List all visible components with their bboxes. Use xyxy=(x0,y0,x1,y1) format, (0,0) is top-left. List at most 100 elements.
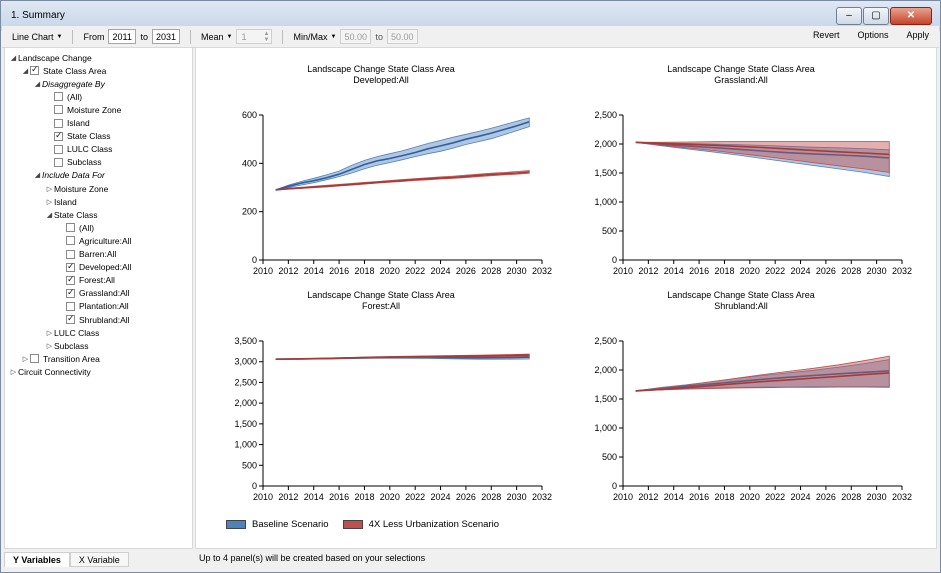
tree-item[interactable]: Grassland:All xyxy=(57,287,130,300)
to-year-input[interactable]: 2031 xyxy=(152,29,180,44)
tree-checkbox[interactable] xyxy=(54,157,63,167)
tree-item[interactable]: ◢ Disaggregate By xyxy=(33,77,105,90)
tree-item[interactable]: ◢ Landscape Change xyxy=(9,51,92,64)
collapsed-arrow-icon[interactable]: ▷ xyxy=(46,198,53,206)
tree-item[interactable]: Moisture Zone xyxy=(45,103,121,116)
to-label: to xyxy=(140,31,148,42)
options-button[interactable]: Options xyxy=(857,30,889,40)
from-year-input[interactable]: 2011 xyxy=(108,29,137,44)
collapsed-arrow-icon[interactable]: ▷ xyxy=(46,185,53,193)
statistic-label: Mean xyxy=(201,31,224,42)
tree-item[interactable]: Forest:All xyxy=(57,274,115,287)
collapsed-arrow-icon[interactable]: ▷ xyxy=(46,342,53,350)
tree-item-label: Circuit Connectivity xyxy=(18,366,91,377)
tree-item[interactable]: Island xyxy=(45,117,90,130)
tree-checkbox[interactable] xyxy=(66,301,75,311)
tree-checkbox[interactable] xyxy=(30,354,39,364)
tree-item[interactable]: ▷ Circuit Connectivity xyxy=(9,365,91,378)
chart-subtitle: Forest:All xyxy=(361,301,400,311)
apply-button[interactable]: Apply xyxy=(906,30,929,40)
tree-item[interactable]: Agriculture:All xyxy=(57,234,131,247)
collapsed-arrow-icon[interactable]: ▷ xyxy=(46,329,53,337)
expanded-arrow-icon[interactable]: ◢ xyxy=(34,172,41,180)
tree-item[interactable]: ◢ State Class Area xyxy=(21,64,107,77)
x-tick-label: 2016 xyxy=(689,266,709,276)
tree-checkbox[interactable] xyxy=(66,287,75,298)
tree-checkbox[interactable] xyxy=(54,144,63,154)
tree-item-label: Include Data For xyxy=(42,170,105,181)
x-tick-label: 2032 xyxy=(892,492,912,502)
tree-checkbox[interactable] xyxy=(54,130,63,141)
x-tick-label: 2030 xyxy=(867,492,887,502)
x-tick-label: 2024 xyxy=(431,492,451,502)
minmax-dropdown[interactable]: Min/Max ▼ xyxy=(293,32,336,42)
tree-item[interactable]: (All) xyxy=(57,221,94,234)
expanded-arrow-icon[interactable]: ◢ xyxy=(46,211,53,219)
collapsed-arrow-icon[interactable]: ▷ xyxy=(22,355,29,363)
tree-checkbox[interactable] xyxy=(66,313,75,324)
expanded-arrow-icon[interactable]: ◢ xyxy=(22,67,29,75)
tree-item[interactable]: ▷ Moisture Zone xyxy=(45,182,109,195)
x-tick-label: 2032 xyxy=(532,266,552,276)
x-tick-label: 2012 xyxy=(278,492,298,502)
tree-item[interactable]: Shrubland:All xyxy=(57,313,130,326)
tree-item[interactable]: ▷ Transition Area xyxy=(21,352,100,365)
tab-x-variable[interactable]: X Variable xyxy=(69,552,129,567)
x-tick-label: 2022 xyxy=(405,266,425,276)
x-tick-label: 2020 xyxy=(380,266,400,276)
maximize-button[interactable]: ▢ xyxy=(863,7,889,25)
tree-checkbox[interactable] xyxy=(66,274,75,285)
tree-item-label: Forest:All xyxy=(79,275,115,286)
variable-tabs: Y Variables X Variable xyxy=(4,550,193,567)
x-tick-label: 2010 xyxy=(613,492,633,502)
tree-checkbox[interactable] xyxy=(66,261,75,272)
chart-title: Landscape Change State Class Area xyxy=(667,64,815,74)
tree-item[interactable]: ▷ Island xyxy=(45,195,77,208)
tab-y-variables[interactable]: Y Variables xyxy=(4,552,70,567)
statistic-spinner[interactable]: 1 ▲ ▼ xyxy=(236,29,273,44)
max-value-input[interactable]: 50.00 xyxy=(386,29,418,44)
tree-item[interactable]: Plantation:All xyxy=(57,300,129,313)
tree-checkbox[interactable] xyxy=(66,223,75,233)
tree-item[interactable]: ▷ Subclass xyxy=(45,339,89,352)
chart-type-dropdown[interactable]: Line Chart ▼ xyxy=(12,32,62,42)
tree-item[interactable]: ▷ LULC Class xyxy=(45,326,100,339)
tree-checkbox[interactable] xyxy=(54,118,63,128)
chart-svg: 0 500 1,000 1,500 2,000 2,500 2010 2012 2014 2016… xyxy=(594,336,912,502)
expanded-arrow-icon[interactable]: ◢ xyxy=(10,54,17,62)
x-tick-label: 2018 xyxy=(714,492,734,502)
tree-item[interactable]: State Class xyxy=(45,130,110,143)
legend-item-less-urbanization: 4X Less Urbanization Scenario xyxy=(342,519,500,530)
y-tick-label: 1,500 xyxy=(234,419,257,429)
tree-checkbox[interactable] xyxy=(54,105,63,115)
tree-item[interactable]: Developed:All xyxy=(57,261,131,274)
tree-item-label: Landscape Change xyxy=(18,52,92,63)
tree-checkbox[interactable] xyxy=(66,249,75,259)
tree-checkbox[interactable] xyxy=(66,236,75,246)
collapsed-arrow-icon[interactable]: ▷ xyxy=(10,368,17,376)
expanded-arrow-icon[interactable]: ◢ xyxy=(34,80,41,88)
x-tick-label: 2010 xyxy=(253,266,273,276)
statistic-dropdown[interactable]: Mean ▼ xyxy=(201,32,232,42)
tree-checkbox[interactable] xyxy=(54,92,63,102)
variable-tree-panel: ◢Landscape Change◢State Class Area◢Disag… xyxy=(4,47,193,549)
revert-button[interactable]: Revert xyxy=(812,30,840,40)
tree-item[interactable]: LULC Class xyxy=(45,143,112,156)
minmax-label: Min/Max xyxy=(293,31,328,42)
chart-panel: Landscape Change State Class Area Shrubla… xyxy=(556,288,926,513)
tree-item[interactable]: ◢ Include Data For xyxy=(33,169,105,182)
tree-item[interactable]: Barren:All xyxy=(57,248,116,261)
minimize-button[interactable]: ‒ xyxy=(836,7,862,25)
min-value-input[interactable]: 50.00 xyxy=(340,29,372,44)
tree-item-label: Barren:All xyxy=(79,249,117,259)
y-tick-label: 1,000 xyxy=(594,197,617,207)
tree-item-label: Plantation:All xyxy=(79,301,129,312)
close-button[interactable]: ✕ xyxy=(890,7,932,25)
tree-item[interactable]: ◢ State Class xyxy=(45,208,98,221)
x-tick-label: 2014 xyxy=(664,266,684,276)
legend-label: 4X Less Urbanization Scenario xyxy=(368,519,500,530)
tree-item[interactable]: (All) xyxy=(45,90,82,103)
tree-item[interactable]: Subclass xyxy=(45,156,102,169)
y-tick-label: 0 xyxy=(252,481,257,491)
tree-checkbox[interactable] xyxy=(30,64,39,76)
